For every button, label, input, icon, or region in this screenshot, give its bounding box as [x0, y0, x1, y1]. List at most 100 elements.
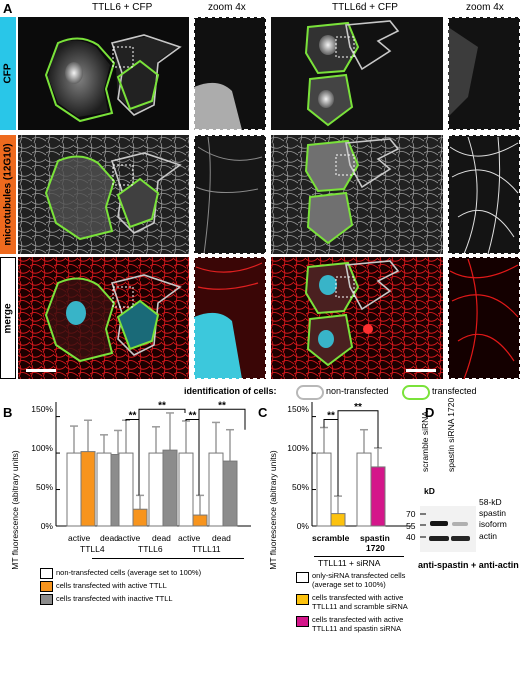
tile-mt-ttll6	[18, 135, 189, 254]
bar-dead	[162, 449, 178, 527]
panel-b-bar-label-active-1: active	[68, 533, 91, 543]
panel-c-group-label: TTLL11 + siRNA	[318, 558, 381, 568]
legend-c-swatch-spastin	[296, 616, 309, 627]
panel-b-group-ttll4: TTLL4	[80, 544, 105, 554]
legend-c-swatch-only	[296, 572, 309, 583]
bar-dead	[148, 452, 164, 527]
bar-active	[80, 451, 96, 527]
significance-label: **	[189, 411, 197, 422]
panel-d-label: D	[425, 405, 435, 420]
tile-cfp-zoom-2	[447, 17, 520, 131]
band-actin-scramble	[429, 536, 449, 541]
marker-40: 40	[406, 532, 416, 542]
transfected-outline-icon	[402, 385, 430, 400]
bar-dead	[96, 452, 112, 527]
band-label-spastin: spastin	[479, 508, 506, 518]
bar-active	[192, 514, 208, 527]
bar-spastin 1720	[370, 466, 386, 527]
tile-merge-zoom-2	[447, 256, 520, 380]
band-spastin-scramble	[430, 521, 448, 526]
significance-label: **	[327, 411, 335, 422]
legend-b-swatch-inactive	[40, 594, 53, 605]
western-blot	[420, 506, 476, 552]
significance-label: **	[354, 402, 362, 413]
col-header-zoom-2: zoom 4x	[466, 2, 504, 13]
blot-footer: anti-spastin + anti-actin	[418, 560, 519, 570]
tile-merge-zoom-1	[193, 256, 267, 380]
panel-a-label: A	[3, 1, 13, 16]
chart-b: ** ** ** **	[55, 400, 251, 527]
significance-label: **	[129, 411, 137, 422]
legend-c-scramble-1: cells transfected with active	[312, 593, 404, 602]
row-tag-cfp: CFP	[0, 17, 16, 130]
bar-dead	[208, 452, 224, 527]
bar-spastin 1720	[356, 452, 372, 527]
band-label-actin: actin	[479, 531, 497, 541]
panel-b-bar-label-dead-3: dead	[212, 533, 231, 543]
panel-c-group-rule	[314, 556, 404, 557]
micrograph-grid	[18, 17, 520, 380]
tile-cfp-ttll6d	[271, 17, 443, 130]
lane-label-scramble: scramble siRNA	[420, 411, 430, 472]
band-label-isoform: isoform	[479, 519, 507, 529]
row-tag-merge: merge	[0, 257, 16, 379]
panel-c-label: C	[258, 405, 268, 420]
legend-c-scramble-2: TTLL11 and scramble siRNA	[312, 602, 408, 611]
panel-c-ytick-100: 100%	[287, 443, 309, 453]
legend-b-active: cells transfected with active TTLL	[56, 581, 167, 590]
transfected-label: transfected	[432, 386, 477, 396]
band-actin-sirna	[451, 536, 470, 541]
panel-c-bar-label-scramble: scramble	[312, 533, 350, 543]
significance-bracket	[337, 410, 379, 494]
legend-b-non: non-transfected cells (average set to 10…	[56, 568, 202, 577]
tile-mt-zoom-1	[193, 134, 267, 255]
tile-merge-ttll6	[18, 257, 189, 379]
panel-c-ylabel: MT fluorescence (abitrary units)	[268, 450, 278, 570]
panel-b-legend-rule	[92, 558, 244, 559]
legend-c-only-2: (average set to 100%)	[312, 580, 386, 589]
tile-mt-zoom-2	[447, 134, 520, 255]
panel-b-ytick-50: 50%	[35, 482, 53, 492]
legend-c-spastin-2: TTLL11 and spastin siRNA	[312, 624, 402, 633]
tile-cfp-zoom-1	[193, 17, 267, 131]
legend-b-swatch-non	[40, 568, 53, 579]
legend-b-inactive: cells transfected with inactive TTLL	[56, 594, 173, 603]
chart-c: ** **	[311, 402, 411, 527]
panel-d-lane-labels: scramble siRNA spastin siRNA 1720	[416, 398, 476, 484]
panel-b-ytick-100: 100%	[31, 443, 53, 453]
marker-70: 70	[406, 509, 416, 519]
col-header-ttll6: TTLL6 + CFP	[92, 2, 153, 13]
tile-cfp-ttll6	[18, 17, 189, 130]
panel-b-bar-label-dead-2: dead	[152, 533, 171, 543]
bar-active	[178, 452, 194, 527]
identification-title: identification of cells:	[184, 386, 277, 396]
bar-scramble	[316, 452, 332, 527]
bar-active	[118, 452, 134, 527]
panel-b-bar-label-active-2: active	[118, 533, 141, 543]
significance-bracket	[138, 408, 186, 491]
bar-scramble	[330, 513, 346, 527]
panel-c-ytick-0: 0%	[296, 521, 309, 531]
significance-label: **	[218, 400, 226, 411]
legend-c-spastin-1: cells transfected with active	[312, 615, 404, 624]
panel-c-ytick-50: 50%	[291, 482, 309, 492]
panel-b-ytick-150: 150%	[31, 404, 53, 414]
row-tag-microtubules: microtubules (12G10)	[0, 135, 16, 254]
lane-label-spastin: spastin siRNA 1720	[446, 397, 456, 472]
bar-active	[132, 508, 148, 527]
panel-b-bar-label-dead-1: dead	[100, 533, 119, 543]
significance-label: **	[158, 400, 166, 411]
panel-b-bar-label-active-3: active	[178, 533, 201, 543]
panel-b-ytick-0: 0%	[40, 521, 53, 531]
band-label-58kd: 58-kD	[479, 497, 502, 507]
panel-c-bar-label-spastin: spastin	[360, 533, 390, 543]
marker-55: 55	[406, 521, 416, 531]
tile-merge-ttll6d	[271, 257, 443, 379]
panel-b-ylabel: MT fluorescence (abitrary units)	[10, 450, 20, 570]
tile-mt-ttll6d	[271, 135, 443, 254]
blot-kd-label: kD	[424, 486, 435, 496]
bar-dead	[222, 460, 238, 527]
non-transfected-label: non-transfected	[326, 386, 389, 396]
legend-c-only-1: only-siRNA transfected cells	[312, 571, 406, 580]
bar-active	[66, 452, 82, 527]
